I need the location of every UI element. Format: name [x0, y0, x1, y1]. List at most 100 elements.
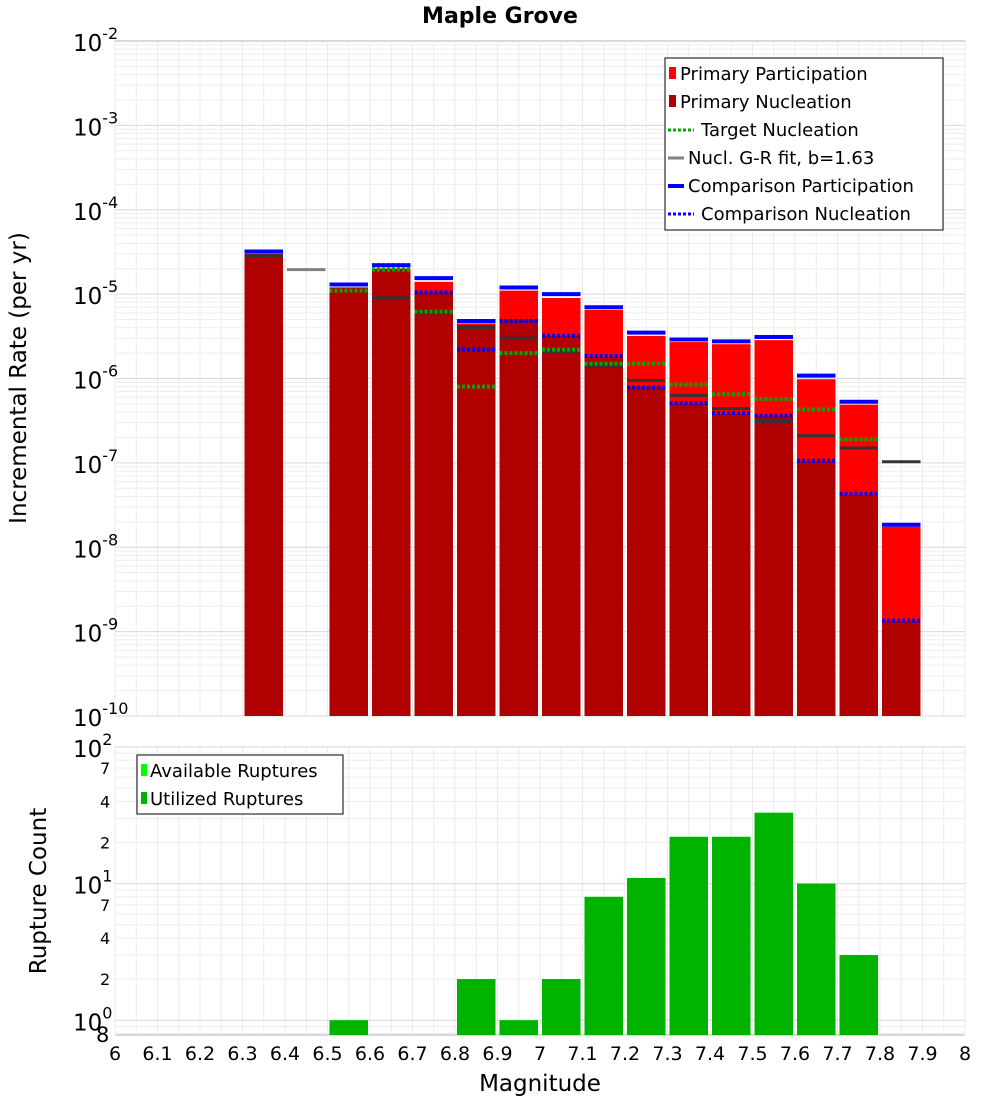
x-ticks: 6 6.1 6.2 6.3 6.4 6.5 6.6 6.7 6.8 6.9 7 7.1 7.2 7.3 7.…	[109, 1043, 971, 1065]
count-legend: Available Ruptures Utilized Ruptures	[136, 754, 344, 815]
count-bottom-label: 8	[96, 1023, 109, 1047]
x-tick-label: 7.6	[780, 1043, 810, 1065]
utilized-ruptures-bar	[499, 1020, 538, 1035]
nucleation-bar	[329, 287, 368, 716]
count-y-minor-tick-label: 2	[100, 833, 110, 852]
rate-y-axis-label: Incremental Rate (per yr)	[6, 232, 32, 524]
rate-y-ticks: 10-2 10-3 10-4 10-5 10-6 10-7 10-8 10-9 10-10	[73, 24, 128, 732]
x-tick-label: 7	[534, 1043, 546, 1065]
legend-label-gr-fit: Nucl. G-R fit, b=1.63	[688, 148, 874, 169]
legend-label-utilized-ruptures: Utilized Ruptures	[150, 789, 303, 810]
count-y-tick-label: 102	[73, 730, 112, 763]
legend-item-comparison-nucleation: Comparison Nucleation	[668, 204, 911, 225]
nucleation-bar	[457, 325, 496, 716]
rate-y-tick-label: 10-8	[73, 530, 118, 563]
rate-y-tick-label: 10-3	[73, 108, 118, 141]
x-tick-label: 7.5	[737, 1043, 767, 1065]
rate-y-tick-label: 10-5	[73, 277, 118, 310]
nucleation-bar	[712, 413, 751, 716]
utilized-ruptures-bar	[754, 812, 793, 1035]
utilized-ruptures-bar	[329, 1020, 368, 1035]
legend-item-available-ruptures: Available Ruptures	[141, 761, 318, 782]
legend-label-target-nucleation: Target Nucleation	[700, 120, 859, 141]
x-tick-label: 6.8	[440, 1043, 470, 1065]
x-tick-label: 7.4	[695, 1043, 725, 1065]
x-tick-label: 7.2	[610, 1043, 640, 1065]
nucleation-bar	[499, 319, 538, 716]
x-tick-label: 6.2	[185, 1043, 215, 1065]
x-tick-label: 6.9	[482, 1043, 512, 1065]
rate-legend: Primary Participation Primary Nucleation…	[664, 57, 944, 231]
count-y-axis-label: Rupture Count	[26, 808, 52, 974]
x-tick-label: 6.5	[312, 1043, 342, 1065]
x-tick-label: 7.7	[822, 1043, 852, 1065]
legend-item-utilized-ruptures: Utilized Ruptures	[141, 789, 303, 810]
rate-y-tick-label: 10-7	[73, 446, 118, 479]
nucleation-bar	[414, 292, 453, 716]
x-tick-label: 7.9	[907, 1043, 937, 1065]
legend-label-available-ruptures: Available Ruptures	[150, 761, 318, 782]
legend-item-primary-nucleation: Primary Nucleation	[669, 92, 852, 113]
legend-swatch-primary-nucleation	[669, 95, 676, 107]
count-y-tick-label: 101	[73, 867, 112, 900]
rate-y-tick-label: 10-9	[73, 615, 118, 648]
nucleation-bar	[244, 253, 283, 716]
utilized-ruptures-bar	[627, 877, 666, 1035]
rate-y-tick-label: 10-2	[73, 24, 118, 57]
rate-panel: 10-2 10-3 10-4 10-5 10-6 10-7 10-8 10-9 10-10 In…	[6, 24, 966, 732]
nucleation-bar	[542, 335, 581, 716]
x-tick-label: 6.1	[142, 1043, 172, 1065]
legend-label-primary-participation: Primary Participation	[680, 64, 868, 85]
nucleation-bar	[584, 356, 623, 716]
x-tick-label: 6.6	[355, 1043, 385, 1065]
utilized-ruptures-bar	[457, 979, 496, 1035]
count-y-tick-label: 100	[73, 1003, 112, 1036]
legend-item-gr-fit: Nucl. G-R fit, b=1.63	[668, 148, 874, 169]
utilized-ruptures-bar	[542, 979, 581, 1035]
utilized-ruptures-bar	[712, 836, 751, 1035]
nucleation-bar	[839, 494, 878, 716]
nucleation-bar	[797, 461, 836, 716]
rate-lines	[244, 249, 921, 623]
legend-label-comparison-nucleation: Comparison Nucleation	[701, 204, 911, 225]
utilized-ruptures-bar	[839, 955, 878, 1035]
x-axis-label: Magnitude	[479, 1071, 601, 1097]
count-y-minor-tick-label: 4	[100, 792, 110, 811]
count-y-minor-tick-label: 7	[100, 896, 110, 915]
legend-label-primary-nucleation: Primary Nucleation	[680, 92, 852, 113]
count-bars	[329, 812, 878, 1035]
legend-item-primary-participation: Primary Participation	[669, 64, 868, 85]
x-tick-label: 6.4	[270, 1043, 300, 1065]
rate-y-tick-label: 10-4	[73, 193, 118, 226]
x-tick-label: 8	[959, 1043, 971, 1065]
legend-swatch-available-ruptures	[141, 764, 147, 776]
rate-y-tick-label: 10-10	[73, 699, 128, 732]
legend-item-target-nucleation: Target Nucleation	[668, 120, 859, 141]
legend-label-comparison-participation: Comparison Participation	[688, 176, 914, 197]
count-legend-box	[136, 754, 344, 815]
x-tick-label: 7.3	[652, 1043, 682, 1065]
x-tick-label: 7.1	[567, 1043, 597, 1065]
legend-item-comparison-participation: Comparison Participation	[668, 176, 914, 197]
x-tick-label: 6.7	[397, 1043, 427, 1065]
chart-title: Maple Grove	[422, 4, 578, 29]
legend-swatch-primary-participation	[669, 67, 676, 79]
x-tick-label: 7.8	[865, 1043, 895, 1065]
nucleation-bar	[669, 403, 708, 716]
rate-y-tick-label: 10-6	[73, 362, 118, 395]
utilized-ruptures-bar	[669, 836, 708, 1035]
count-y-minor-tick-label: 4	[100, 929, 110, 948]
count-y-minor-tick-label: 7	[100, 759, 110, 778]
utilized-ruptures-bar	[584, 896, 623, 1035]
nucleation-bar	[882, 620, 921, 716]
utilized-ruptures-bar	[797, 883, 836, 1035]
nucleation-bar	[627, 386, 666, 716]
x-tick-label: 6	[109, 1043, 121, 1065]
nucleation-bar	[754, 415, 793, 716]
count-y-minor-tick-label: 2	[100, 970, 110, 989]
nucleation-bar	[372, 268, 411, 716]
rate-legend-box	[664, 57, 944, 231]
